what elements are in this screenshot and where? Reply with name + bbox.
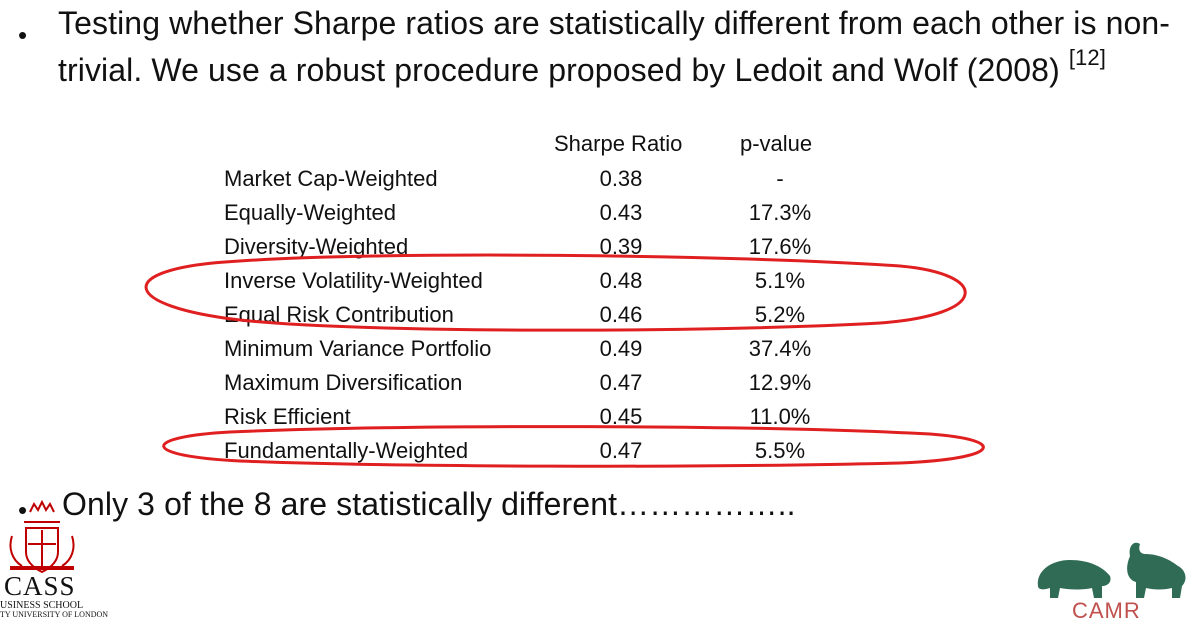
row-sharpe: 0.43	[599, 200, 643, 225]
row-label: Maximum Diversification	[224, 370, 463, 395]
bullet-1: Testing whether Sharpe ratios are statis…	[58, 0, 1188, 94]
table-row: Risk Efficient 0.45 11.0%	[0, 403, 1200, 437]
row-label: Market Cap-Weighted	[224, 166, 438, 191]
row-sharpe: 0.38	[599, 166, 643, 191]
bullet-2-text: Only 3 of the 8 are statistically differ…	[62, 486, 796, 522]
bullet-2: Only 3 of the 8 are statistically differ…	[62, 481, 1162, 528]
bull-bear-icon	[1037, 542, 1186, 598]
bullet-marker: •	[18, 20, 28, 50]
cass-subtitle-2: TY UNIVERSITY OF LONDON	[0, 610, 109, 619]
row-pvalue: 5.5%	[754, 438, 806, 463]
cass-subtitle: USINESS SCHOOL	[0, 600, 84, 611]
cass-crest-icon	[9, 500, 75, 574]
row-label: Equally-Weighted	[224, 200, 397, 225]
row-label: Inverse Volatility-Weighted	[224, 268, 483, 293]
row-label: Equal Risk Contribution	[224, 302, 454, 327]
table-row: Equally-Weighted 0.43 17.3%	[0, 199, 1200, 233]
table-row: Minimum Variance Portfolio 0.49 37.4%	[0, 335, 1200, 369]
row-sharpe: 0.48	[599, 268, 643, 293]
row-label: Risk Efficient	[224, 404, 351, 429]
table-row: Diversity-Weighted 0.39 17.6%	[0, 233, 1200, 267]
row-pvalue: 12.9%	[748, 370, 812, 395]
row-label: Fundamentally-Weighted	[224, 438, 469, 463]
table-row: Fundamentally-Weighted 0.47 5.5%	[0, 437, 1200, 471]
row-sharpe: 0.46	[599, 302, 643, 327]
row-label: Minimum Variance Portfolio	[224, 336, 492, 361]
row-sharpe: 0.45	[599, 404, 643, 429]
row-pvalue: 5.2%	[754, 302, 806, 327]
row-pvalue: -	[776, 166, 784, 191]
row-sharpe: 0.47	[599, 438, 643, 463]
header-p-value: p-value	[740, 131, 813, 156]
header-sharpe-ratio: Sharpe Ratio	[554, 131, 683, 156]
row-sharpe: 0.39	[599, 234, 643, 259]
row-label: Diversity-Weighted	[224, 234, 409, 259]
row-pvalue: 11.0%	[749, 404, 811, 429]
table-row: Maximum Diversification 0.47 12.9%	[0, 369, 1200, 403]
row-sharpe: 0.49	[599, 336, 643, 361]
bullet-marker: •	[18, 495, 28, 525]
row-pvalue: 37.4%	[748, 336, 812, 361]
row-pvalue: 17.3%	[748, 200, 812, 225]
row-pvalue: 5.1%	[754, 268, 806, 293]
bullet-1-text: Testing whether Sharpe ratios are statis…	[58, 5, 1171, 88]
row-pvalue: 17.6%	[748, 234, 812, 259]
table-row: Market Cap-Weighted 0.38 -	[0, 165, 1200, 199]
citation-ref: [12]	[1068, 45, 1106, 71]
table-row: Inverse Volatility-Weighted 0.48 5.1%	[0, 267, 1200, 301]
table-row: Equal Risk Contribution 0.46 5.2%	[0, 301, 1200, 335]
camr-wordmark: CAMR	[1072, 598, 1141, 623]
cass-wordmark: CASS	[4, 571, 76, 601]
row-sharpe: 0.47	[599, 370, 643, 395]
